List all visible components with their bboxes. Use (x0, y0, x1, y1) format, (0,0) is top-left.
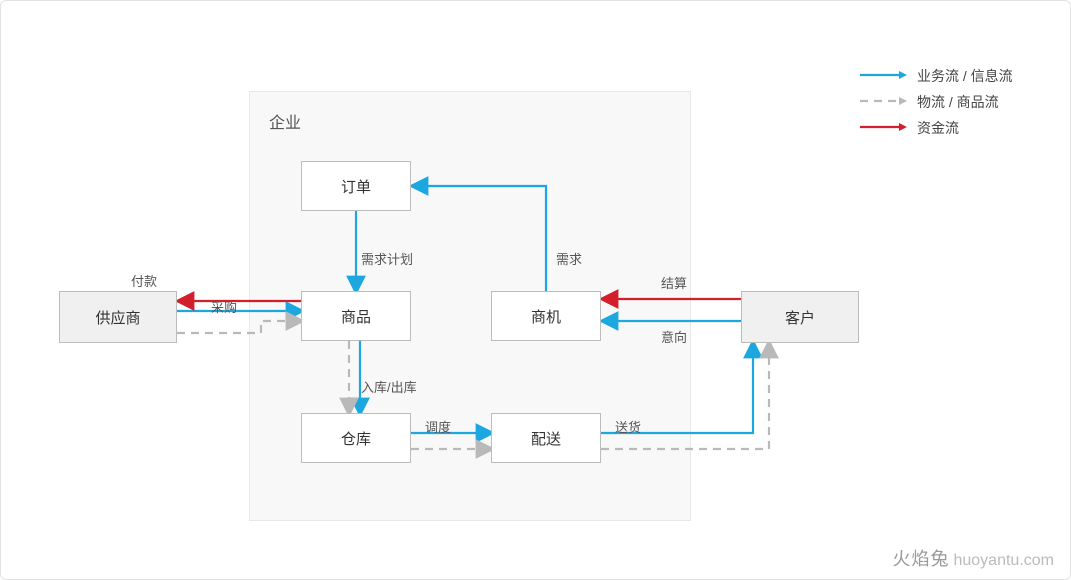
node-label: 商品 (341, 306, 371, 327)
edge-label-settle: 结算 (661, 273, 687, 292)
node-order: 订单 (301, 161, 411, 211)
legend: 业务流 / 信息流物流 / 商品流资金流 (859, 63, 1013, 141)
watermark: 火焰兔huoyantu.com (892, 545, 1054, 571)
node-label: 客户 (785, 307, 815, 328)
node-label: 配送 (531, 428, 561, 449)
legend-item-money: 资金流 (859, 115, 1013, 141)
edge-label-dispatch: 调度 (425, 417, 451, 436)
node-goods: 商品 (301, 291, 411, 341)
node-delivery: 配送 (491, 413, 601, 463)
legend-label: 业务流 / 信息流 (917, 66, 1013, 86)
node-supplier: 供应商 (59, 291, 177, 343)
edge-label-demand: 需求 (556, 249, 582, 268)
enterprise-title: 企业 (269, 109, 301, 133)
legend-item-goods: 物流 / 商品流 (859, 89, 1013, 115)
node-customer: 客户 (741, 291, 859, 343)
watermark-zh: 火焰兔 (892, 549, 949, 569)
node-label: 商机 (531, 306, 561, 327)
legend-label: 资金流 (917, 118, 959, 138)
node-label: 订单 (341, 176, 371, 197)
node-label: 仓库 (341, 428, 371, 449)
legend-label: 物流 / 商品流 (917, 92, 999, 112)
legend-item-info: 业务流 / 信息流 (859, 63, 1013, 89)
node-opportunity: 商机 (491, 291, 601, 341)
legend-swatch-money (859, 120, 909, 136)
legend-swatch-goods (859, 94, 909, 110)
legend-swatch-info (859, 68, 909, 84)
edge-label-deliver: 送货 (615, 417, 641, 436)
edge-label-plan: 需求计划 (361, 249, 413, 268)
diagram-canvas: 企业 供应商 客户 订单 商品 商机 仓库 配送 付款 采购 需求计划 需求 结… (0, 0, 1071, 580)
edge-label-pay: 付款 (131, 271, 157, 290)
node-warehouse: 仓库 (301, 413, 411, 463)
watermark-en: huoyantu.com (953, 552, 1054, 569)
node-label: 供应商 (95, 307, 140, 328)
edge-label-purchase: 采购 (211, 297, 237, 316)
edge-label-intent: 意向 (661, 327, 687, 346)
edge-label-io: 入库/出库 (361, 377, 417, 396)
